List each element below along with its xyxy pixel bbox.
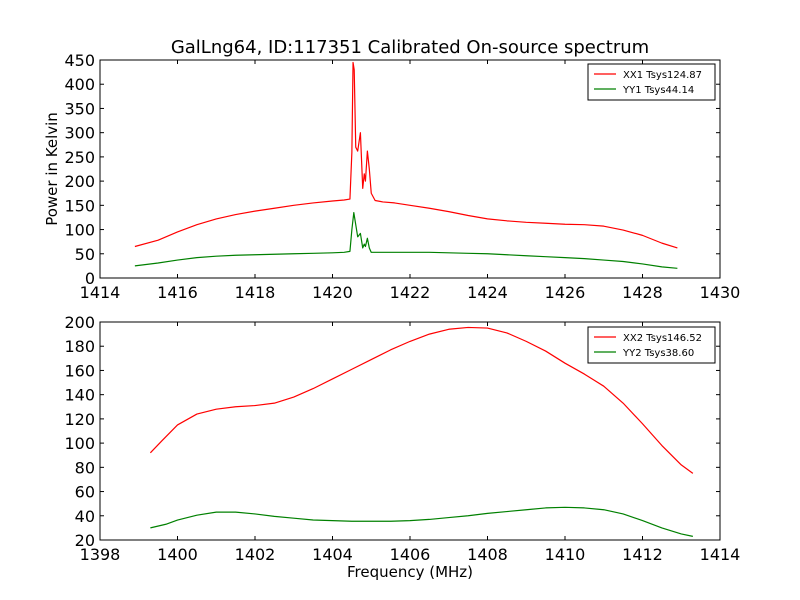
bottom-xtick-label: 1412 xyxy=(622,545,663,564)
legend-label-xx1: XX1 Tsys124.87 xyxy=(623,70,702,81)
bottom-ytick-label: 60 xyxy=(75,483,95,502)
bottom-ytick-label: 200 xyxy=(64,313,95,332)
bottom-series-line-xx xyxy=(149,326,694,474)
top-panel: Power in Kelvin 1414 1416 1418 1420 1422 1424… xyxy=(43,51,740,302)
top-xtick-label: 1426 xyxy=(545,283,586,302)
top-ytick-label: 100 xyxy=(64,221,95,240)
bottom-series-line-yy xyxy=(150,506,693,537)
top-series-line-yy xyxy=(134,212,678,269)
legend-label-yy1: YY1 Tsys44.14 xyxy=(622,85,694,96)
top-ytick-label: 450 xyxy=(64,51,95,70)
bottom-ytick-label: 120 xyxy=(64,410,95,429)
bottom-xtick-label: 1406 xyxy=(390,545,431,564)
top-ylabel: Power in Kelvin xyxy=(43,112,61,226)
bottom-ytick-label: 20 xyxy=(75,531,95,550)
top-legend-box xyxy=(587,63,716,101)
bottom-ytick-label: 40 xyxy=(75,507,95,526)
top-ytick-label: 300 xyxy=(64,124,95,143)
top-xtick-label: 1416 xyxy=(157,283,198,302)
bottom-xtick-label: 1402 xyxy=(235,545,276,564)
bottom-xtick-label: 1398 xyxy=(80,545,121,564)
bottom-ytick-label: 100 xyxy=(64,434,95,453)
bottom-xtick-label: 1414 xyxy=(700,545,741,564)
top-xtick-label: 1418 xyxy=(235,283,276,302)
bottom-ytick-label: 80 xyxy=(75,458,95,477)
bottom-xtick-label: 1410 xyxy=(545,545,586,564)
chart-title: GalLng64, ID:117351 Calibrated On-source… xyxy=(171,37,649,58)
top-series-line-xx xyxy=(134,61,678,249)
bottom-panel: Frequency (MHz) 1398 1400 1402 1404 1406 1408… xyxy=(64,313,740,581)
bottom-ytick-label: 180 xyxy=(64,337,95,356)
bottom-xlabel: Frequency (MHz) xyxy=(347,563,473,581)
top-xtick-label: 1428 xyxy=(622,283,663,302)
top-ytick-label: 200 xyxy=(64,172,95,191)
top-ytick-label: 150 xyxy=(64,196,95,215)
top-legend: XX1 Tsys124.87 YY1 Tsys44.14 xyxy=(587,63,716,101)
legend-label-yy2: YY2 Tsys38.60 xyxy=(622,348,694,359)
top-ytick-label: 400 xyxy=(64,75,95,94)
top-ytick-label: 250 xyxy=(64,148,95,167)
top-xtick-label: 1414 xyxy=(80,283,121,302)
bottom-legend-box xyxy=(587,326,716,364)
top-xtick-label: 1422 xyxy=(390,283,431,302)
bottom-xtick-label: 1400 xyxy=(157,545,198,564)
top-ytick-label: 50 xyxy=(75,245,95,264)
bottom-ytick-label: 160 xyxy=(64,361,95,380)
bottom-legend: XX2 Tsys146.52 YY2 Tsys38.60 xyxy=(587,326,716,364)
legend-label-xx2: XX2 Tsys146.52 xyxy=(623,333,702,344)
bottom-xtick-label: 1404 xyxy=(312,545,353,564)
top-xtick-label: 1420 xyxy=(312,283,353,302)
top-xtick-label: 1424 xyxy=(467,283,508,302)
bottom-ytick-label: 140 xyxy=(64,386,95,405)
top-ytick-label: 0 xyxy=(85,269,95,288)
top-ytick-label: 350 xyxy=(64,99,95,118)
top-xtick-label: 1430 xyxy=(700,283,741,302)
bottom-xtick-label: 1408 xyxy=(467,545,508,564)
